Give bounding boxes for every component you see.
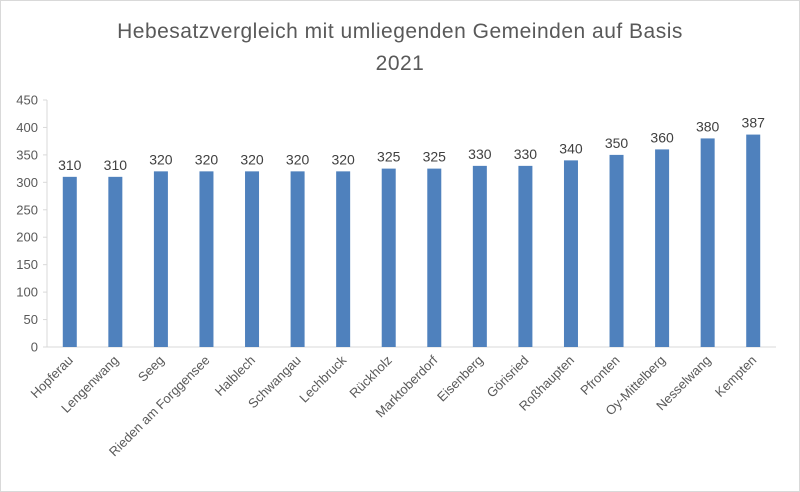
bar <box>746 134 761 347</box>
data-label: 320 <box>286 151 310 167</box>
chart-title: Hebesatzvergleich mit umliegenden Gemein… <box>0 16 800 80</box>
data-label: 325 <box>377 149 401 165</box>
bar <box>108 176 123 347</box>
category-label: Pfronten <box>577 353 622 398</box>
data-label: 310 <box>104 157 128 173</box>
bar <box>563 160 578 347</box>
category-label: Halblech <box>212 353 258 399</box>
bar <box>336 171 351 347</box>
category-label: Kempten <box>712 353 759 400</box>
category-label: Seeg <box>135 353 167 385</box>
y-tick-label: 50 <box>24 312 38 327</box>
bar <box>427 168 442 347</box>
bar <box>700 138 715 347</box>
bar <box>381 168 396 347</box>
data-label: 320 <box>240 151 264 167</box>
data-label: 310 <box>58 157 82 173</box>
y-tick-label: 100 <box>16 285 38 300</box>
data-label: 387 <box>742 115 766 131</box>
y-tick-label: 400 <box>16 120 38 135</box>
bar <box>609 154 624 347</box>
chart-title-line-2: 2021 <box>375 52 425 75</box>
bar <box>518 165 533 347</box>
y-tick-label: 200 <box>16 230 38 245</box>
chart-title-line-1: Hebesatzvergleich mit umliegenden Gemein… <box>117 20 683 43</box>
data-label: 320 <box>149 151 173 167</box>
y-tick-label: 0 <box>31 340 38 355</box>
y-tick-label: 450 <box>16 93 38 108</box>
data-label: 380 <box>696 118 720 134</box>
category-label: Lechbruck <box>296 352 349 405</box>
bar <box>245 171 260 347</box>
data-label: 320 <box>195 151 219 167</box>
bar <box>62 176 77 347</box>
data-label: 350 <box>605 135 629 151</box>
data-label: 340 <box>559 140 583 156</box>
bar <box>290 171 305 347</box>
y-tick-label: 150 <box>16 257 38 272</box>
data-label: 325 <box>423 149 447 165</box>
category-label: Görisried <box>484 353 532 401</box>
bar <box>472 165 487 347</box>
y-tick-label: 250 <box>16 202 38 217</box>
y-tick-label: 300 <box>16 175 38 190</box>
y-tick-label: 350 <box>16 147 38 162</box>
bar <box>199 171 214 347</box>
data-label: 330 <box>514 146 538 162</box>
data-label: 320 <box>331 151 355 167</box>
bar <box>153 171 168 347</box>
category-label: Eisenberg <box>434 353 486 405</box>
data-label: 360 <box>650 129 674 145</box>
bar <box>655 149 670 347</box>
data-label: 330 <box>468 146 492 162</box>
